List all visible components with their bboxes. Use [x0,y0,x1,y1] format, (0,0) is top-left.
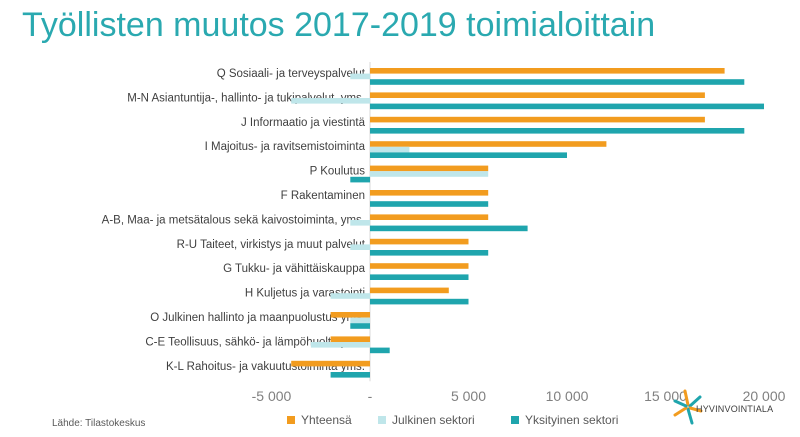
bar-julkinen-sektori-r-u-taiteet-virkistys-ja-muut-palvelut [350,244,370,250]
legend-label-julkinen: Julkinen sektori [392,413,475,427]
bar-julkinen-sektori-o-julkinen-hallinto-ja-maanpuolustus-yms [350,317,370,324]
bar-yksityinen-sektori-i-majoitus-ja-ravitsemistoiminta [370,152,567,158]
bar-julkinen-sektori-m-n-asiantuntija-hallinto-ja-tukipalvelut-yms [291,98,370,104]
category-label-a-b-maa-ja-metsatalous-seka-kaivostoiminta-yms: A-B, Maa- ja metsätalous sekä kaivostoim… [102,214,365,226]
legend-swatch-yksityinen [511,416,519,424]
category-label-j-informaatio-ja-viestinta: J Informaatio ja viestintä [241,117,366,129]
bar-yksityinen-sektori-g-tukku-ja-vahittaiskauppa [370,274,469,280]
category-label-r-u-taiteet-virkistys-ja-muut-palvelut: R-U Taiteet, virkistys ja muut palvelut [177,239,366,251]
chart-title: Työllisten muutos 2017-2019 toimialoitta… [22,6,656,44]
bar-yhteensa-r-u-taiteet-virkistys-ja-muut-palvelut [370,238,469,245]
bar-yhteensa-j-informaatio-ja-viestinta [370,116,705,123]
bar-yhteensa-p-koulutus [370,165,489,172]
x-tick-label-2: 5 000 [451,388,486,404]
category-label-i-majoitus-ja-ravitsemistoiminta: I Majoitus- ja ravitsemistoiminta [205,141,366,153]
bar-julkinen-sektori-i-majoitus-ja-ravitsemistoiminta [370,146,410,153]
bar-yhteensa-m-n-asiantuntija-hallinto-ja-tukipalvelut-yms [370,92,705,98]
bar-yhteensa-c-e-teollisuus-sahko-ja-lampohuolto-yms [330,336,370,342]
legend-item-yksityinen: Yksityinen sektori [511,413,618,427]
bar-yhteensa-f-rakentaminen [370,190,489,196]
legend-label-yhteensa: Yhteensä [301,413,352,427]
bar-yksityinen-sektori-a-b-maa-ja-metsatalous-seka-kaivostoiminta-yms [370,225,528,232]
bar-yksityinen-sektori-c-e-teollisuus-sahko-ja-lampohuolto-yms [370,347,390,354]
bar-yhteensa-h-kuljetus-ja-varastointi [370,287,449,294]
bar-yhteensa-g-tukku-ja-vahittaiskauppa [370,263,469,269]
bar-yksityinen-sektori-r-u-taiteet-virkistys-ja-muut-palvelut [370,250,489,256]
x-tick-label-3: 10 000 [546,388,589,404]
logo-text: HYVINVOINTIALA [696,404,774,414]
x-tick-label-1: - [368,388,373,404]
legend-swatch-yhteensa [287,416,295,424]
bar-yksityinen-sektori-o-julkinen-hallinto-ja-maanpuolustus-yms [350,323,370,329]
source-note: Lähde: Tilastokeskus [52,418,146,429]
x-tick-label-0: -5 000 [252,388,292,404]
category-label-c-e-teollisuus-sahko-ja-lampohuolto-yms: C-E Teollisuus, sähkö- ja lämpöhuolto ym… [145,336,365,348]
legend-label-yksityinen: Yksityinen sektori [525,413,619,427]
category-label-q-sosiaali-ja-terveyspalvelut: Q Sosiaali- ja terveyspalvelut [217,68,366,80]
bar-yhteensa-i-majoitus-ja-ravitsemistoiminta [370,141,607,147]
bar-julkinen-sektori-c-e-teollisuus-sahko-ja-lampohuolto-yms [310,342,370,348]
legend-swatch-julkinen [378,416,386,424]
bar-julkinen-sektori-h-kuljetus-ja-varastointi [330,293,370,299]
hyvinvointiala-logo-icon [673,389,703,425]
legend-item-yhteensa: Yhteensä [287,413,352,427]
bar-julkinen-sektori-q-sosiaali-ja-terveyspalvelut [350,73,370,80]
bar-julkinen-sektori-p-koulutus [370,171,489,177]
bar-yksityinen-sektori-k-l-rahoitus-ja-vakuutustoiminta-yms [330,372,370,378]
bar-yhteensa-q-sosiaali-ja-terveyspalvelut [370,68,725,74]
bar-yksityinen-sektori-m-n-asiantuntija-hallinto-ja-tukipalvelut-yms [370,103,764,110]
bar-yhteensa-o-julkinen-hallinto-ja-maanpuolustus-yms [330,312,370,318]
x-tick-label-5: 20 000 [743,388,786,404]
bar-julkinen-sektori-a-b-maa-ja-metsatalous-seka-kaivostoiminta-yms [350,220,370,226]
bar-yhteensa-a-b-maa-ja-metsatalous-seka-kaivostoiminta-yms [370,214,489,220]
category-label-g-tukku-ja-vahittaiskauppa: G Tukku- ja vähittäiskauppa [223,263,366,275]
category-label-p-koulutus: P Koulutus [310,166,366,178]
bar-yksityinen-sektori-f-rakentaminen [370,201,489,207]
bar-yksityinen-sektori-h-kuljetus-ja-varastointi [370,298,469,305]
category-label-f-rakentaminen: F Rakentaminen [281,190,365,202]
bar-yksityinen-sektori-p-koulutus [350,176,370,183]
bar-yhteensa-k-l-rahoitus-ja-vakuutustoiminta-yms [291,360,370,367]
category-label-o-julkinen-hallinto-ja-maanpuolustus-yms: O Julkinen hallinto ja maanpuolustus yms… [150,312,365,324]
bar-yksityinen-sektori-j-informaatio-ja-viestinta [370,128,745,134]
legend-item-julkinen: Julkinen sektori [378,413,475,427]
bar-yksityinen-sektori-q-sosiaali-ja-terveyspalvelut [370,79,745,85]
